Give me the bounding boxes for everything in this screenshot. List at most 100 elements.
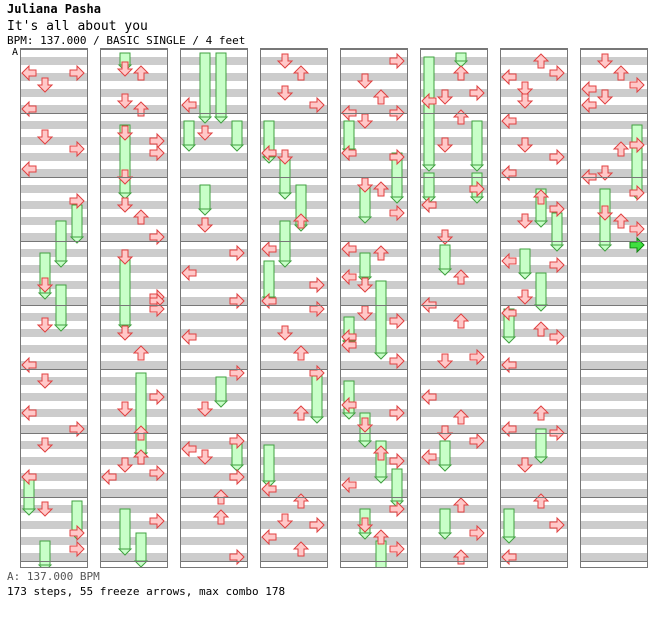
down-arrow-icon — [596, 53, 614, 69]
column-arrows — [181, 52, 245, 566]
up-arrow-icon — [372, 181, 390, 197]
right-arrow-icon — [69, 64, 85, 82]
right-arrow-icon — [229, 468, 245, 486]
up-arrow-icon — [132, 345, 150, 361]
down-arrow-icon — [356, 417, 374, 433]
right-arrow-icon — [149, 144, 165, 162]
freeze-arrow-down — [437, 440, 453, 472]
chart-column-2 — [100, 48, 168, 568]
artist-name: Juliana Pasha — [7, 2, 101, 16]
freeze-arrow-up — [133, 532, 149, 567]
right-arrow-icon — [149, 300, 165, 318]
up-arrow-icon — [292, 213, 310, 229]
left-arrow-icon — [341, 144, 357, 162]
down-arrow-icon — [196, 217, 214, 233]
chart-column-8 — [580, 48, 648, 568]
column-arrows — [581, 53, 645, 254]
freeze-arrow-up — [53, 284, 69, 332]
up-arrow-icon — [292, 493, 310, 509]
down-arrow-icon — [596, 89, 614, 105]
right-arrow-icon — [229, 432, 245, 450]
up-arrow-icon — [292, 541, 310, 557]
down-arrow-icon — [196, 449, 214, 465]
column-arrows — [501, 53, 565, 566]
freeze-arrow-up — [133, 372, 149, 460]
down-arrow-icon — [196, 401, 214, 417]
right-arrow-icon — [229, 292, 245, 310]
down-arrow-icon — [276, 85, 294, 101]
column-arrows — [101, 52, 165, 567]
chart-column-4 — [260, 48, 328, 568]
left-arrow-icon — [501, 304, 517, 322]
freeze-arrow-down — [437, 508, 453, 540]
right-arrow-icon — [309, 276, 325, 294]
freeze-arrow-up — [533, 428, 549, 464]
up-arrow-icon — [132, 449, 150, 465]
up-arrow-icon — [372, 245, 390, 261]
freeze-arrow-left — [501, 308, 517, 344]
right-arrow-icon — [389, 312, 405, 330]
right-arrow-icon — [629, 220, 645, 238]
down-arrow-icon — [436, 137, 454, 153]
freeze-arrow-down — [277, 220, 293, 268]
right-arrow-icon — [629, 136, 645, 154]
left-arrow-icon — [341, 268, 357, 286]
left-arrow-icon — [501, 420, 517, 438]
right-arrow-icon — [469, 348, 485, 366]
down-arrow-icon — [356, 305, 374, 321]
right-arrow-icon — [389, 104, 405, 122]
chart-stats: 173 steps, 55 freeze arrows, max combo 1… — [7, 585, 286, 598]
down-arrow-icon — [116, 169, 134, 185]
left-arrow-icon — [261, 240, 277, 258]
down-arrow-icon — [436, 353, 454, 369]
right-arrow-icon — [69, 192, 85, 210]
down-arrow-icon — [436, 229, 454, 245]
up-arrow-icon — [452, 109, 470, 125]
left-arrow-icon — [21, 100, 37, 118]
left-arrow-icon — [21, 64, 37, 82]
right-arrow-icon — [149, 388, 165, 406]
right-arrow-icon — [549, 424, 565, 442]
freeze-arrow-right — [469, 120, 485, 172]
freeze-arrow-down — [197, 52, 213, 124]
down-arrow-icon — [356, 113, 374, 129]
down-arrow-icon — [596, 205, 614, 221]
up-arrow-icon — [532, 321, 550, 337]
left-arrow-icon — [341, 476, 357, 494]
freeze-arrow-right — [229, 120, 245, 152]
freeze-arrow-left — [181, 120, 197, 152]
left-arrow-icon — [261, 528, 277, 546]
left-arrow-icon — [501, 252, 517, 270]
up-arrow-icon — [292, 65, 310, 81]
freeze-arrow-up — [533, 188, 549, 228]
freeze-arrow-down — [37, 540, 53, 567]
down-arrow-icon — [516, 289, 534, 305]
up-arrow-icon — [372, 529, 390, 545]
left-arrow-icon — [21, 160, 37, 178]
down-arrow-icon — [116, 249, 134, 265]
left-arrow-icon — [181, 96, 197, 114]
chart-column-3 — [180, 48, 248, 568]
left-arrow-icon — [501, 164, 517, 182]
left-arrow-icon — [341, 240, 357, 258]
right-arrow-icon — [469, 432, 485, 450]
right-arrow-icon — [149, 464, 165, 482]
right-arrow-icon — [69, 420, 85, 438]
right-arrow-icon — [469, 524, 485, 542]
up-arrow-icon — [132, 425, 150, 441]
down-arrow-icon — [116, 61, 134, 77]
down-arrow-icon — [276, 513, 294, 529]
left-arrow-icon — [181, 328, 197, 346]
right-arrow-icon — [229, 548, 245, 566]
freeze-arrow-right — [549, 212, 565, 252]
right-arrow-icon — [469, 84, 485, 102]
freeze-arrow-down — [37, 252, 53, 300]
freeze-arrow-up — [375, 540, 387, 567]
freeze-arrow-left — [421, 56, 437, 172]
freeze-arrow-left — [261, 444, 277, 488]
bpm-info: A: 137.000 BPM — [7, 570, 100, 583]
down-arrow-icon — [356, 517, 374, 533]
right-arrow-icon — [69, 140, 85, 158]
right-arrow-icon — [549, 64, 565, 82]
right-arrow-icon — [309, 364, 325, 382]
